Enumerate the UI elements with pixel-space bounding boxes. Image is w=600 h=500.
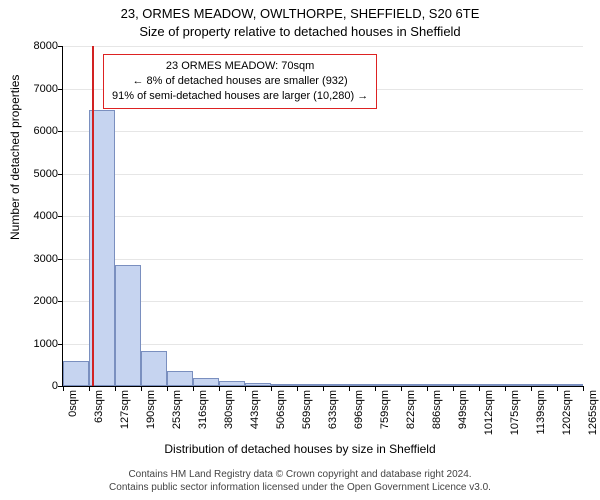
- xtick-mark: [427, 386, 428, 391]
- histogram-bar: [453, 384, 479, 386]
- histogram-bar: [271, 384, 297, 386]
- histogram-bar: [323, 384, 349, 386]
- xtick-label: 949sqm: [457, 390, 469, 429]
- histogram-bar: [115, 265, 141, 386]
- ytick-label: 2000: [20, 295, 58, 307]
- xtick-mark: [141, 386, 142, 391]
- histogram-bar: [167, 371, 193, 386]
- histogram-bar: [219, 381, 245, 386]
- footer-attribution: Contains HM Land Registry data © Crown c…: [0, 469, 600, 494]
- chart-title-line1: 23, ORMES MEADOW, OWLTHORPE, SHEFFIELD, …: [0, 6, 600, 21]
- xtick-mark: [63, 386, 64, 391]
- xtick-mark: [505, 386, 506, 391]
- xtick-mark: [219, 386, 220, 391]
- xtick-mark: [375, 386, 376, 391]
- xtick-label: 1139sqm: [535, 390, 547, 434]
- gridline: [63, 174, 583, 175]
- xtick-mark: [401, 386, 402, 391]
- xtick-mark: [479, 386, 480, 391]
- xtick-mark: [323, 386, 324, 391]
- histogram-bar: [245, 383, 271, 386]
- annotation-line2: ← 8% of detached houses are smaller (932…: [112, 74, 368, 89]
- plot-area: 0sqm63sqm127sqm190sqm253sqm316sqm380sqm4…: [62, 46, 583, 387]
- histogram-bar: [479, 384, 505, 386]
- xtick-label: 822sqm: [405, 390, 417, 429]
- xtick-mark: [453, 386, 454, 391]
- xtick-label: 1202sqm: [561, 390, 573, 435]
- ytick-mark: [58, 301, 63, 302]
- xtick-mark: [557, 386, 558, 391]
- histogram-bar: [557, 384, 583, 386]
- histogram-bar: [193, 378, 219, 386]
- gridline: [63, 216, 583, 217]
- ytick-label: 5000: [20, 168, 58, 180]
- xtick-label: 380sqm: [223, 390, 235, 429]
- histogram-bar: [141, 351, 167, 386]
- histogram-bar: [427, 384, 453, 386]
- xtick-label: 886sqm: [431, 390, 443, 429]
- xtick-mark: [245, 386, 246, 391]
- annotation-line3: 91% of semi-detached houses are larger (…: [112, 89, 368, 104]
- gridline: [63, 131, 583, 132]
- ytick-mark: [58, 216, 63, 217]
- ytick-mark: [58, 89, 63, 90]
- ytick-mark: [58, 174, 63, 175]
- xtick-mark: [89, 386, 90, 391]
- annotation-line1: 23 ORMES MEADOW: 70sqm: [112, 59, 368, 74]
- ytick-label: 0: [20, 380, 58, 392]
- ytick-label: 1000: [20, 338, 58, 350]
- xtick-label: 0sqm: [67, 390, 79, 417]
- xtick-label: 759sqm: [379, 390, 391, 429]
- ytick-mark: [58, 344, 63, 345]
- gridline: [63, 46, 583, 47]
- xtick-mark: [115, 386, 116, 391]
- xtick-label: 696sqm: [353, 390, 365, 429]
- chart-container: { "titles": { "line1": "23, ORMES MEADOW…: [0, 0, 600, 500]
- xtick-label: 63sqm: [93, 390, 105, 423]
- xtick-mark: [271, 386, 272, 391]
- histogram-bar: [401, 384, 427, 386]
- histogram-bar: [63, 361, 89, 386]
- histogram-bar: [531, 384, 557, 386]
- xtick-label: 633sqm: [327, 390, 339, 429]
- xtick-mark: [349, 386, 350, 391]
- xtick-label: 1265sqm: [587, 390, 599, 435]
- ytick-mark: [58, 46, 63, 47]
- x-axis-label: Distribution of detached houses by size …: [0, 442, 600, 456]
- gridline: [63, 301, 583, 302]
- xtick-label: 1012sqm: [483, 390, 495, 435]
- gridline: [63, 259, 583, 260]
- xtick-label: 506sqm: [275, 390, 287, 429]
- xtick-label: 569sqm: [301, 390, 313, 429]
- histogram-bar: [349, 384, 375, 386]
- xtick-mark: [193, 386, 194, 391]
- ytick-label: 3000: [20, 253, 58, 265]
- chart-title-line2: Size of property relative to detached ho…: [0, 24, 600, 39]
- histogram-bar: [375, 384, 401, 386]
- ytick-label: 8000: [20, 40, 58, 52]
- gridline: [63, 344, 583, 345]
- histogram-bar: [505, 384, 531, 386]
- xtick-mark: [167, 386, 168, 391]
- ytick-label: 4000: [20, 210, 58, 222]
- footer-line2: Contains public sector information licen…: [0, 482, 600, 495]
- property-marker-line: [92, 46, 94, 386]
- xtick-mark: [531, 386, 532, 391]
- xtick-label: 127sqm: [119, 390, 131, 429]
- histogram-bar: [297, 384, 323, 386]
- ytick-label: 6000: [20, 125, 58, 137]
- xtick-label: 253sqm: [171, 390, 183, 429]
- ytick-mark: [58, 259, 63, 260]
- ytick-mark: [58, 131, 63, 132]
- footer-line1: Contains HM Land Registry data © Crown c…: [0, 469, 600, 482]
- xtick-label: 443sqm: [249, 390, 261, 429]
- xtick-mark: [297, 386, 298, 391]
- ytick-label: 7000: [20, 83, 58, 95]
- annotation-box: 23 ORMES MEADOW: 70sqm ← 8% of detached …: [103, 54, 377, 109]
- xtick-label: 316sqm: [197, 390, 209, 429]
- xtick-label: 1075sqm: [509, 390, 521, 435]
- xtick-label: 190sqm: [145, 390, 157, 429]
- xtick-mark: [583, 386, 584, 391]
